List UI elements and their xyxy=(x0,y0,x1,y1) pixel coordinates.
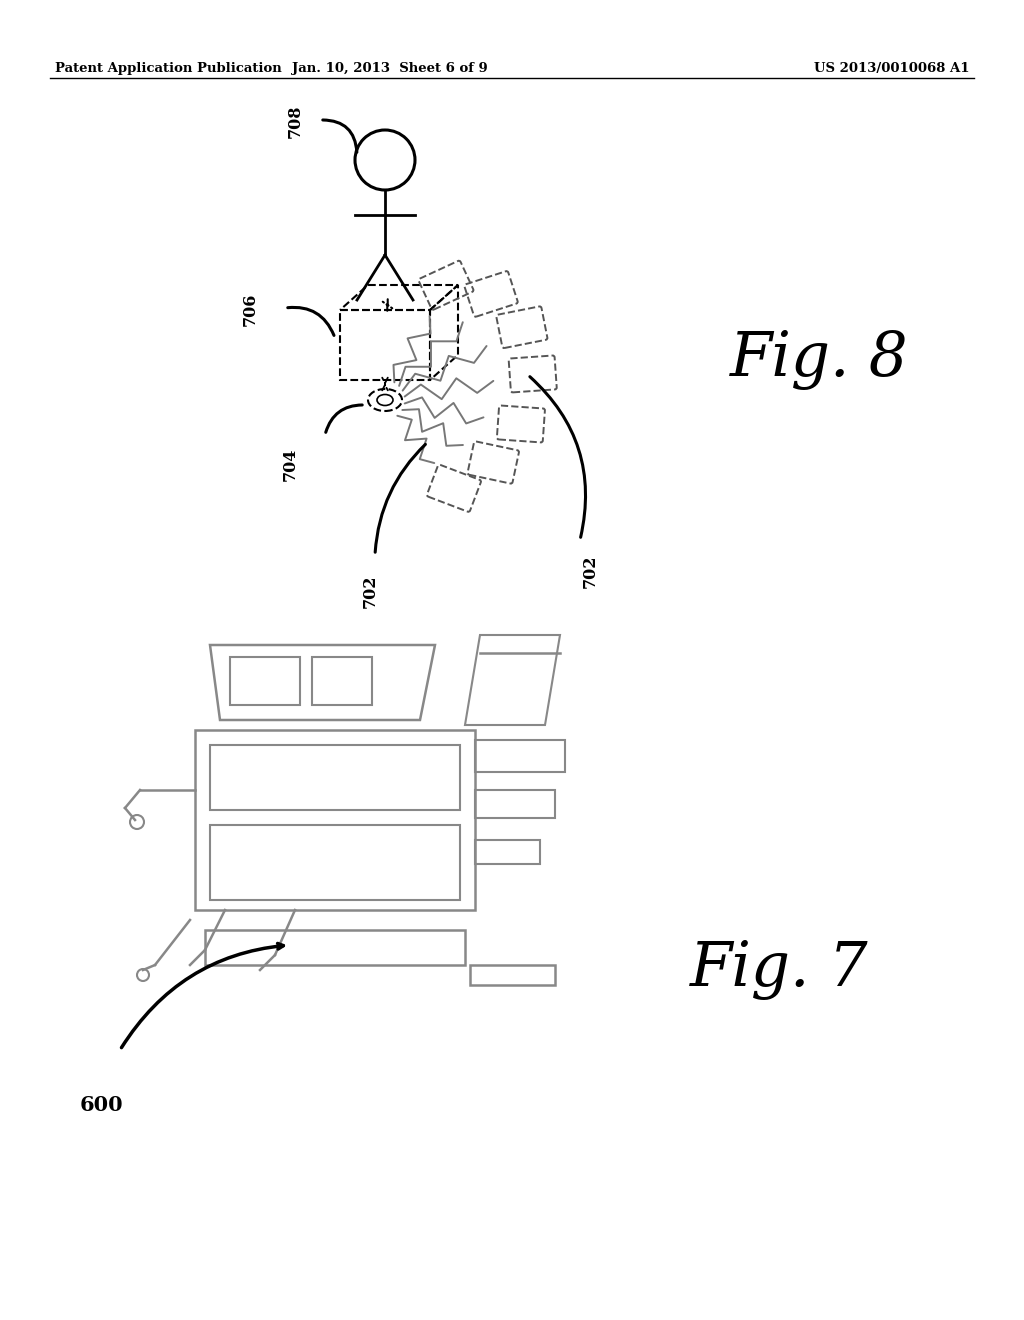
Bar xyxy=(475,789,555,818)
Text: US 2013/0010068 A1: US 2013/0010068 A1 xyxy=(814,62,970,75)
Text: 704: 704 xyxy=(282,447,299,482)
Bar xyxy=(210,825,460,900)
Bar xyxy=(475,741,565,772)
Text: Fig. 8: Fig. 8 xyxy=(730,330,908,389)
Bar xyxy=(230,657,300,705)
Text: 708: 708 xyxy=(287,106,303,139)
Bar xyxy=(312,657,372,705)
Text: Fig. 7: Fig. 7 xyxy=(690,940,868,1001)
Bar xyxy=(475,840,540,865)
Text: Patent Application Publication: Patent Application Publication xyxy=(55,62,282,75)
Text: Jan. 10, 2013  Sheet 6 of 9: Jan. 10, 2013 Sheet 6 of 9 xyxy=(292,62,487,75)
Bar xyxy=(195,730,475,909)
Text: 706: 706 xyxy=(242,293,258,326)
Bar xyxy=(210,744,460,810)
Bar xyxy=(470,965,555,985)
Text: 702: 702 xyxy=(582,554,598,589)
Text: 702: 702 xyxy=(361,576,379,609)
Bar xyxy=(205,931,465,965)
Text: 600: 600 xyxy=(80,1096,124,1115)
